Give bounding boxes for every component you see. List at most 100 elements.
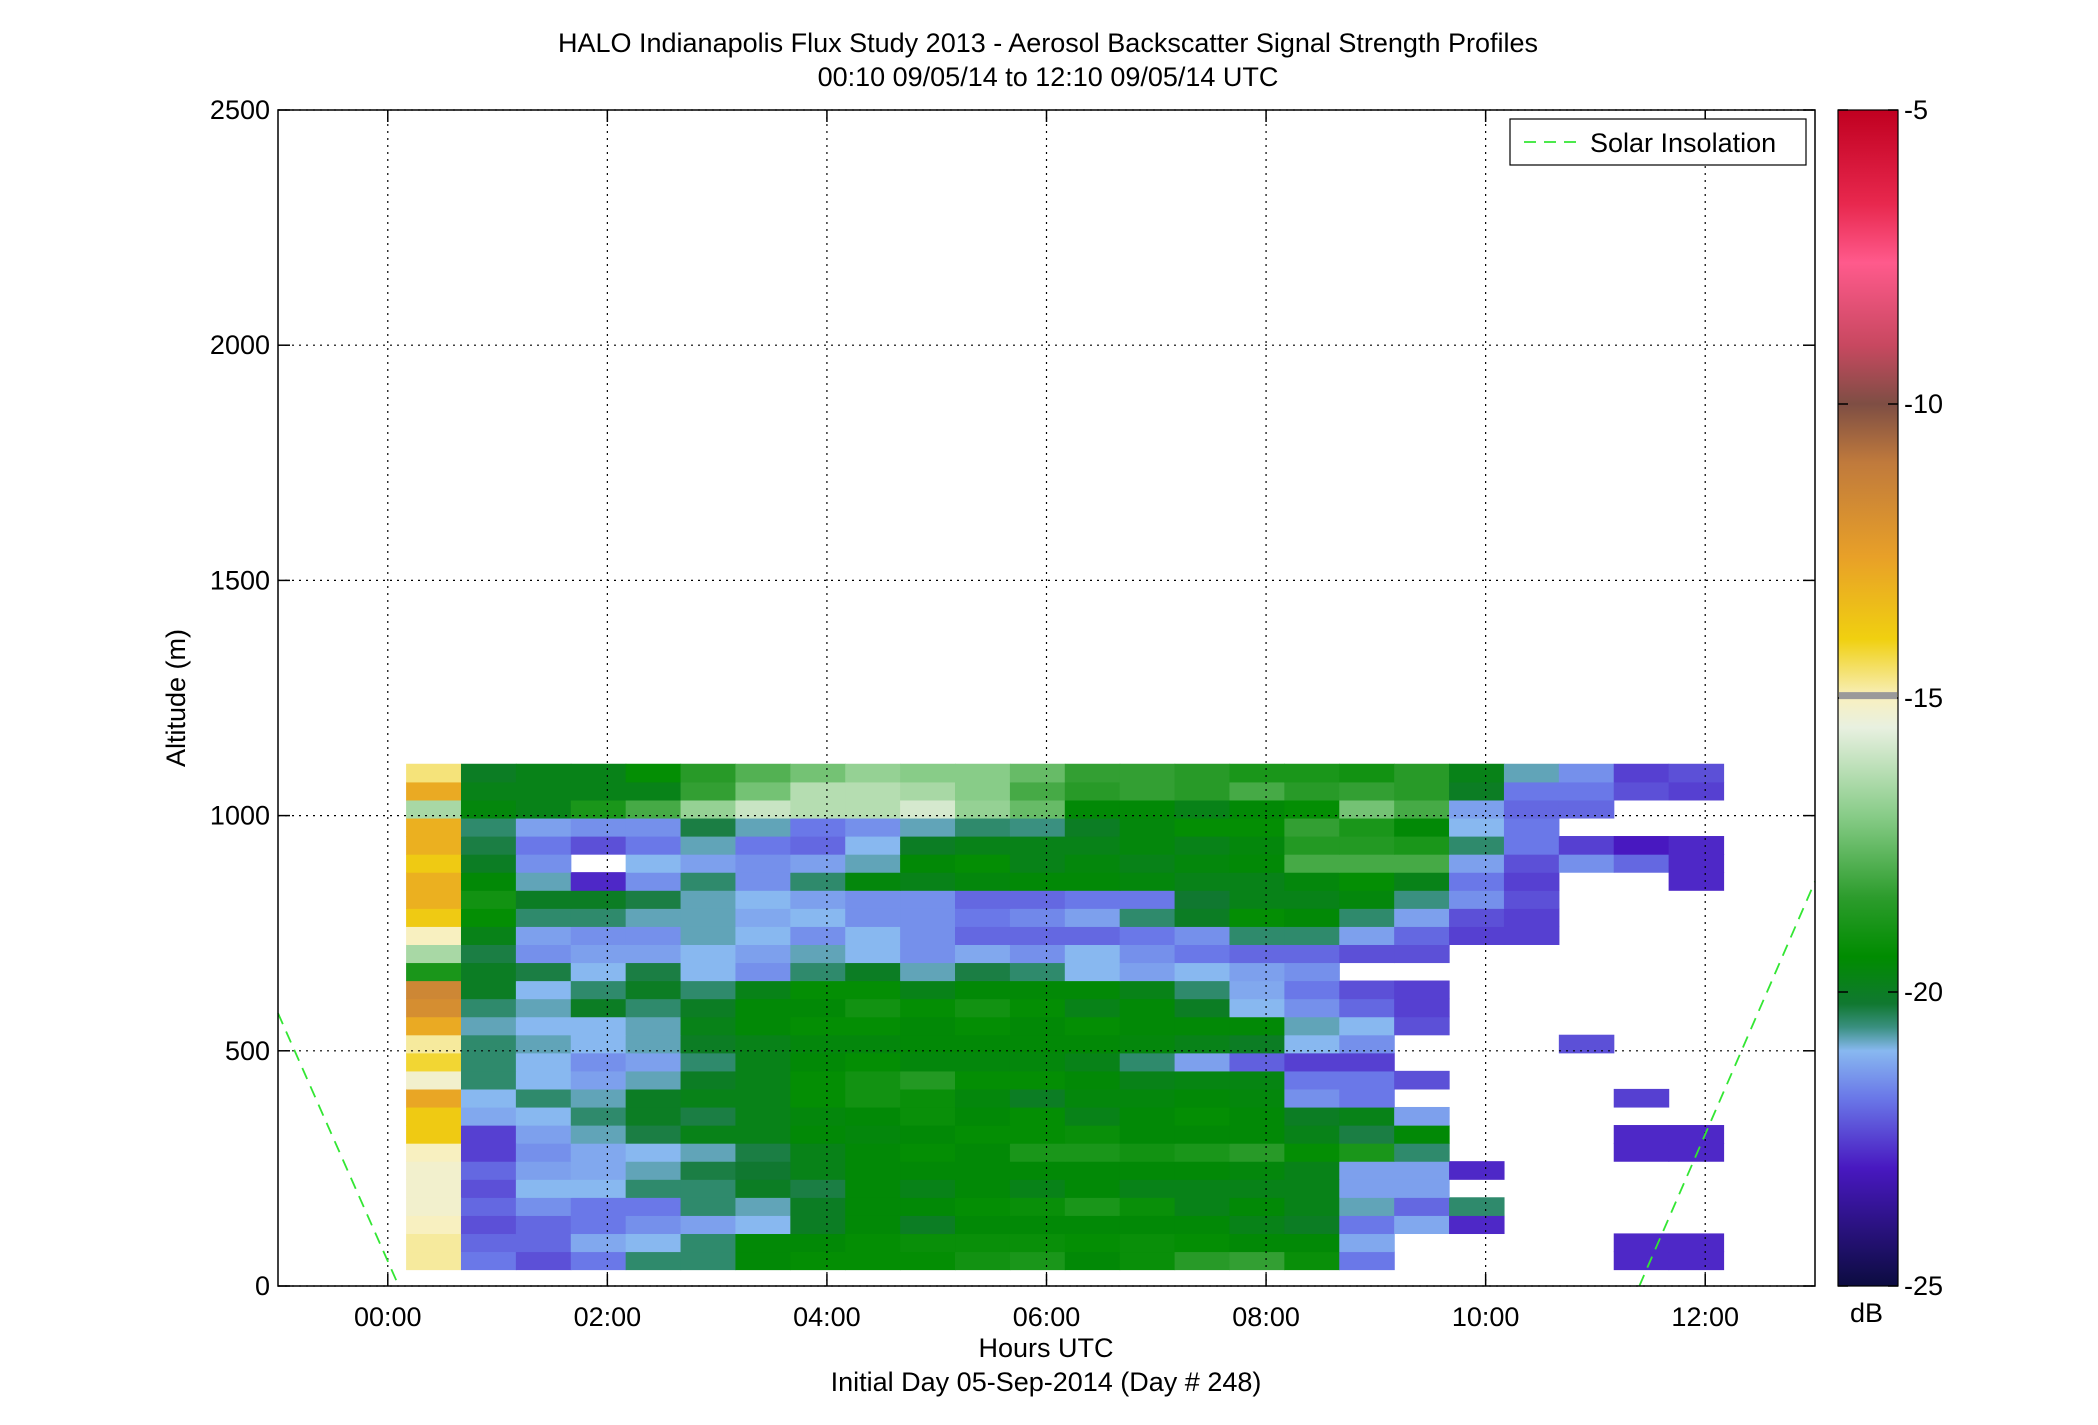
heatmap-cell: [955, 1088, 1011, 1108]
heatmap-cell: [1119, 1070, 1176, 1090]
heatmap-cell: [1449, 817, 1505, 837]
heatmap-cell: [1064, 1016, 1121, 1036]
heatmap-cell: [845, 1016, 901, 1036]
heatmap-cell: [1229, 908, 1285, 927]
heatmap-cell: [790, 799, 846, 819]
legend: Solar Insolation: [1509, 118, 1807, 166]
heatmap-cell: [1284, 1106, 1340, 1126]
heatmap-cell: [845, 836, 901, 855]
heatmap-cell: [790, 1197, 846, 1216]
heatmap-cell: [1284, 926, 1340, 945]
heatmap-cell: [1064, 890, 1121, 909]
heatmap-cell: [790, 908, 846, 927]
heatmap-cell: [570, 1161, 627, 1180]
heatmap-cell: [680, 908, 737, 927]
heatmap-cell: [1229, 1161, 1285, 1180]
x-tick-label: 08:00: [1232, 1302, 1300, 1332]
heatmap-cell: [735, 998, 791, 1018]
heatmap-cell: [1284, 781, 1340, 801]
heatmap-cell: [680, 1052, 737, 1072]
heatmap-cell: [900, 1106, 956, 1126]
heatmap-cell: [460, 944, 517, 964]
heatmap-cell: [515, 926, 572, 945]
heatmap-cell: [625, 1215, 682, 1235]
heatmap-cell: [625, 1070, 682, 1090]
x-axis-label: Hours UTC: [978, 1333, 1113, 1363]
heatmap-cell: [845, 1161, 901, 1180]
heatmap-cell: [735, 890, 791, 909]
heatmap-cell: [1009, 1197, 1066, 1216]
heatmap-cell: [680, 836, 737, 855]
heatmap-cell: [570, 1088, 627, 1108]
heatmap-cell: [955, 854, 1011, 873]
heatmap-cell: [570, 872, 627, 891]
heatmap-cell: [570, 1143, 627, 1162]
heatmap-cell: [1009, 1179, 1066, 1198]
heatmap-cell: [515, 1179, 572, 1198]
heatmap-cell: [1449, 854, 1505, 873]
heatmap-cell: [735, 1034, 791, 1054]
heatmap-cell: [1064, 763, 1121, 783]
heatmap-cell: [1009, 1106, 1066, 1126]
heatmap-cell: [735, 962, 791, 982]
heatmap-cell: [735, 1052, 791, 1072]
heatmap-cell: [1174, 799, 1231, 819]
heatmap-cell: [625, 1125, 682, 1144]
heatmap-cell: [1394, 781, 1450, 801]
heatmap-cell: [515, 1088, 572, 1108]
heatmap-cell: [1558, 1034, 1615, 1054]
colorbar: -5 -10 -15 -20 -25 dB: [1837, 95, 1943, 1328]
y-tick-label: 500: [225, 1036, 270, 1066]
heatmap-cell: [680, 926, 737, 945]
heatmap-cell: [1668, 1251, 1725, 1271]
heatmap-cell: [790, 1179, 846, 1198]
heatmap-cell: [515, 908, 572, 927]
heatmap-cell: [1394, 1016, 1450, 1036]
heatmap-cell: [1284, 854, 1340, 873]
heatmap-cell: [680, 1070, 737, 1090]
heatmap-cell: [735, 872, 791, 891]
heatmap-cell: [900, 854, 956, 873]
heatmap-cell: [680, 781, 737, 801]
heatmap-cell: [955, 1161, 1011, 1180]
heatmap-cell: [1503, 836, 1560, 855]
heatmap-cell: [1339, 926, 1395, 945]
heatmap-cell: [1558, 854, 1615, 873]
heatmap-cell: [1174, 1034, 1231, 1054]
colorbar-marker-band: [1839, 692, 1897, 700]
heatmap-cell: [955, 980, 1011, 1000]
y-axis-label: Altitude (m): [161, 629, 191, 767]
heatmap-cell: [1284, 872, 1340, 891]
heatmap-cell: [735, 836, 791, 855]
heatmap-cell: [1229, 1197, 1285, 1216]
heatmap-cell: [900, 1251, 956, 1271]
heatmap-cell: [1394, 763, 1450, 783]
heatmap-cell: [625, 998, 682, 1018]
heatmap-cell: [515, 1125, 572, 1144]
heatmap-cell: [570, 763, 627, 783]
heatmap-cell: [625, 781, 682, 801]
heatmap-cell: [1558, 763, 1615, 783]
heatmap-cell: [1668, 781, 1725, 801]
heatmap-cell: [1284, 763, 1340, 783]
heatmap-cell: [625, 944, 682, 964]
heatmap-cell: [1174, 944, 1231, 964]
heatmap-cell: [790, 872, 846, 891]
heatmap-cell: [570, 944, 627, 964]
solar-insolation-line-evening: [1638, 881, 1816, 1287]
heatmap-cell: [625, 962, 682, 982]
heatmap-cell: [1174, 1179, 1231, 1198]
heatmap-cell: [1284, 1215, 1340, 1235]
heatmap-cell: [790, 1088, 846, 1108]
heatmap-cell: [735, 1179, 791, 1198]
heatmap-cell: [735, 1070, 791, 1090]
heatmap-cell: [845, 1251, 901, 1271]
heatmap-cell: [1449, 890, 1505, 909]
heatmap-cell: [1064, 1233, 1121, 1253]
heatmap-cell: [1394, 836, 1450, 855]
heatmap-cell: [625, 1197, 682, 1216]
heatmap-cell: [1229, 781, 1285, 801]
heatmap-cell: [406, 817, 462, 837]
heatmap-cell: [790, 1125, 846, 1144]
heatmap-cell: [406, 1052, 462, 1072]
